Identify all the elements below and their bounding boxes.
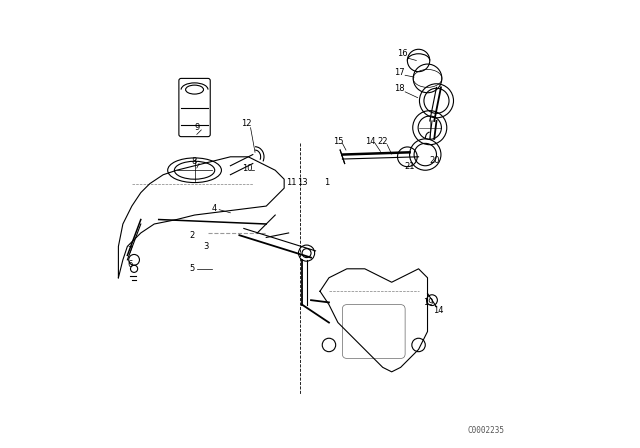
Text: 1: 1 <box>324 178 330 187</box>
Text: 6: 6 <box>127 260 132 269</box>
Text: 2: 2 <box>189 231 195 240</box>
Text: 14: 14 <box>365 137 376 146</box>
Text: 17: 17 <box>394 68 405 77</box>
Text: 19: 19 <box>423 298 434 307</box>
Text: 3: 3 <box>203 242 209 251</box>
Text: 18: 18 <box>394 84 405 93</box>
Text: 4: 4 <box>212 204 218 213</box>
Text: 20: 20 <box>430 156 440 165</box>
Text: 13: 13 <box>297 178 307 187</box>
Text: 15: 15 <box>333 137 343 146</box>
Text: 10: 10 <box>242 164 252 172</box>
Text: 16: 16 <box>397 49 408 58</box>
Text: 5: 5 <box>189 264 195 273</box>
Text: 21: 21 <box>404 162 415 171</box>
Text: 22: 22 <box>378 137 388 146</box>
Text: 12: 12 <box>241 119 252 128</box>
Text: C0002235: C0002235 <box>467 426 504 435</box>
Text: 7: 7 <box>127 246 132 255</box>
Text: 8: 8 <box>192 157 197 166</box>
Text: 11: 11 <box>285 178 296 187</box>
Text: 9: 9 <box>194 123 200 132</box>
Text: 14: 14 <box>433 306 444 314</box>
